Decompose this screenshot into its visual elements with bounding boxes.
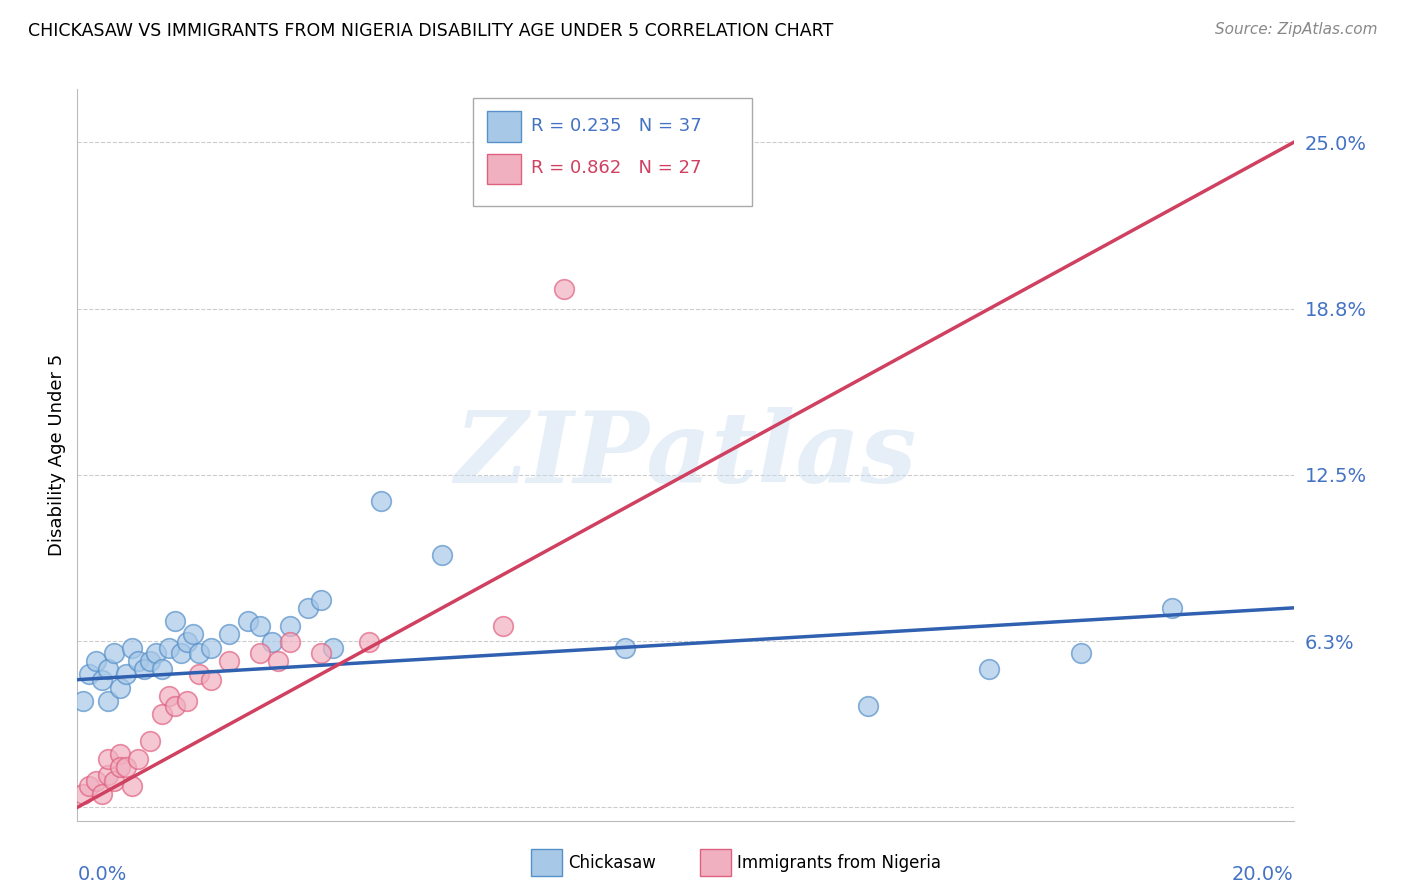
Point — [90, 673, 112, 687]
Point — [267, 654, 290, 668]
Point — [152, 707, 174, 722]
Point — [297, 600, 319, 615]
Point — [163, 699, 186, 714]
Point — [249, 646, 271, 660]
Point — [200, 640, 222, 655]
Point — [856, 699, 879, 714]
Point — [145, 646, 167, 660]
Point — [108, 681, 131, 695]
Point — [430, 548, 453, 562]
Point — [218, 654, 240, 668]
Point — [322, 640, 344, 655]
Point — [90, 787, 112, 801]
Point — [176, 694, 198, 708]
Point — [249, 619, 271, 633]
FancyBboxPatch shape — [472, 98, 752, 206]
Text: R = 0.862   N = 27: R = 0.862 N = 27 — [531, 159, 702, 178]
Point — [84, 654, 107, 668]
Point — [79, 667, 101, 681]
Text: Immigrants from Nigeria: Immigrants from Nigeria — [737, 854, 941, 871]
Point — [170, 646, 193, 660]
Point — [236, 614, 259, 628]
Text: Chickasaw: Chickasaw — [568, 854, 655, 871]
Point — [134, 662, 156, 676]
Point — [163, 614, 186, 628]
Point — [359, 635, 381, 649]
Point — [108, 747, 131, 761]
Text: Source: ZipAtlas.com: Source: ZipAtlas.com — [1215, 22, 1378, 37]
Point — [979, 662, 1001, 676]
Point — [79, 779, 101, 793]
Point — [278, 635, 301, 649]
Point — [84, 773, 107, 788]
FancyBboxPatch shape — [488, 153, 522, 185]
Point — [553, 282, 575, 296]
Y-axis label: Disability Age Under 5: Disability Age Under 5 — [48, 354, 66, 556]
Point — [200, 673, 222, 687]
Text: R = 0.235   N = 37: R = 0.235 N = 37 — [531, 117, 702, 135]
Point — [97, 662, 120, 676]
Point — [188, 646, 211, 660]
Text: ZIPatlas: ZIPatlas — [454, 407, 917, 503]
Text: CHICKASAW VS IMMIGRANTS FROM NIGERIA DISABILITY AGE UNDER 5 CORRELATION CHART: CHICKASAW VS IMMIGRANTS FROM NIGERIA DIS… — [28, 22, 834, 40]
Point — [103, 773, 125, 788]
Point — [370, 494, 392, 508]
Point — [492, 619, 515, 633]
Point — [72, 787, 94, 801]
Point — [139, 654, 162, 668]
Point — [97, 752, 120, 766]
Point — [139, 734, 162, 748]
Point — [309, 646, 332, 660]
Point — [157, 689, 180, 703]
Point — [115, 667, 138, 681]
Point — [613, 640, 636, 655]
Point — [97, 768, 120, 782]
Point — [121, 640, 143, 655]
Point — [127, 654, 149, 668]
Point — [115, 760, 138, 774]
Point — [152, 662, 174, 676]
Point — [157, 640, 180, 655]
Point — [1070, 646, 1092, 660]
Point — [103, 646, 125, 660]
Point — [260, 635, 283, 649]
Point — [218, 627, 240, 641]
Point — [97, 694, 120, 708]
Point — [181, 627, 204, 641]
Point — [278, 619, 301, 633]
FancyBboxPatch shape — [488, 112, 522, 142]
Point — [188, 667, 211, 681]
Point — [108, 760, 131, 774]
Point — [1161, 600, 1184, 615]
Text: 0.0%: 0.0% — [77, 864, 127, 884]
Point — [72, 694, 94, 708]
Point — [309, 593, 332, 607]
Point — [121, 779, 143, 793]
Point — [176, 635, 198, 649]
Point — [127, 752, 149, 766]
Text: 20.0%: 20.0% — [1232, 864, 1294, 884]
